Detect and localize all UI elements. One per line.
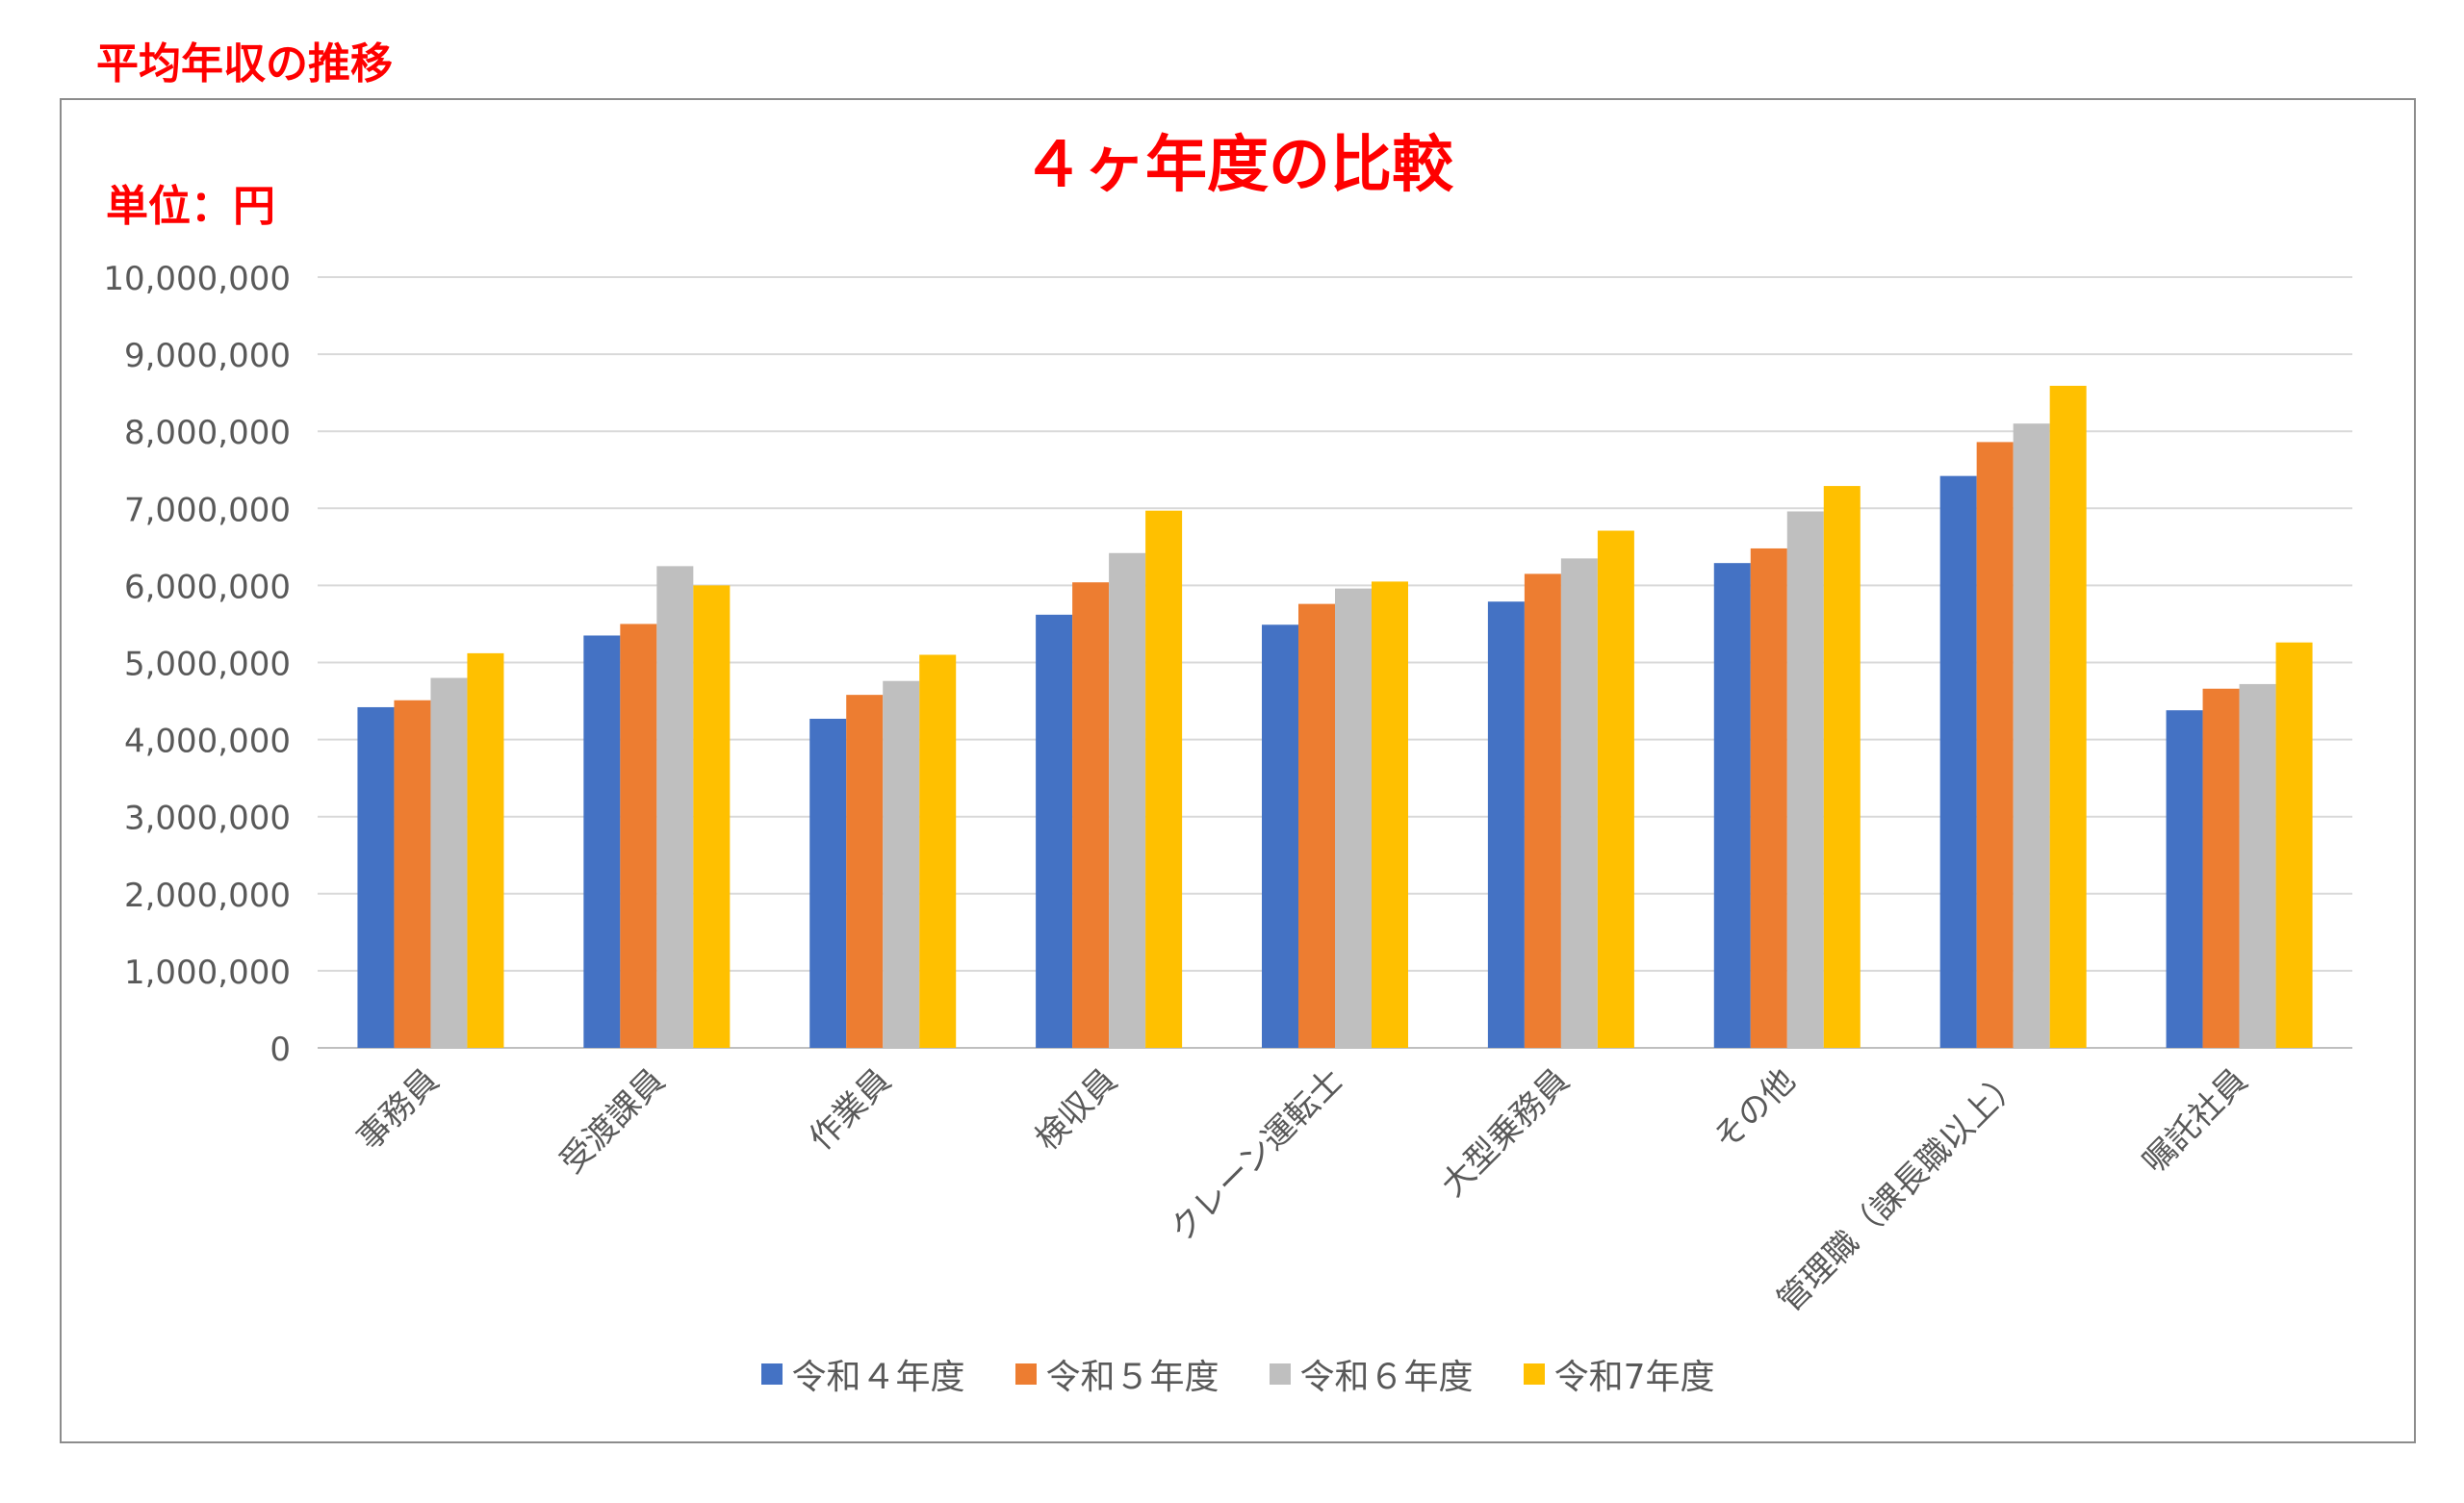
y-tick-label: 6,000,000 <box>124 568 291 606</box>
bar <box>1335 588 1372 1048</box>
bar <box>2239 683 2276 1048</box>
bar <box>846 695 884 1048</box>
bar <box>583 635 621 1048</box>
x-tick-label: 事務員 <box>349 1061 446 1158</box>
legend-swatch <box>1523 1363 1545 1385</box>
legend-label: 令和５年度 <box>1045 1358 1219 1397</box>
legend-label: 令和7年度 <box>1553 1358 1715 1397</box>
bar <box>1487 601 1525 1048</box>
legend-item: 令和６年度 <box>1269 1349 1474 1399</box>
bar <box>620 624 657 1048</box>
y-tick-label: 8,000,000 <box>124 414 291 452</box>
bar <box>1560 558 1598 1048</box>
bar <box>2013 423 2050 1048</box>
page-heading: 平均年収の推移 <box>96 39 393 89</box>
chart-title: ４ヶ年度の比較 <box>1022 130 1453 201</box>
legend-item: 令和５年度 <box>1014 1349 1219 1399</box>
bar-chart: 10,000,000 9,000,000 8,000,000 7,000,000 6,0… <box>103 260 2352 1320</box>
bar <box>1597 530 1634 1048</box>
bar <box>1524 573 1561 1048</box>
bar <box>1750 548 1787 1048</box>
y-tick-label: 9,000,000 <box>124 337 291 375</box>
bar <box>2049 385 2087 1048</box>
bar <box>919 654 957 1048</box>
chart-frame: ４ヶ年度の比較 単位：円 10,000,000 9,000,000 8,000,00… <box>60 98 2416 1443</box>
x-tick-label: クレーン運転士 <box>1163 1061 1350 1249</box>
legend-item: 令和４年度 <box>760 1349 965 1399</box>
bar <box>883 680 920 1048</box>
bar <box>1109 552 1146 1048</box>
legend-label: 令和４年度 <box>791 1358 965 1397</box>
bar <box>1298 603 1335 1048</box>
y-tick-label: 7,000,000 <box>124 491 291 529</box>
bar <box>2166 710 2203 1048</box>
x-tick-label: 管理職（課長職以上） <box>1770 1061 2029 1320</box>
bar <box>656 566 694 1048</box>
legend-swatch <box>1014 1363 1037 1385</box>
bar <box>693 585 731 1048</box>
bar <box>1939 475 1977 1049</box>
x-tick-label: 大型乗務員 <box>1434 1061 1577 1204</box>
bar <box>357 706 395 1048</box>
legend-label: 令和６年度 <box>1299 1358 1474 1397</box>
y-tick-label: 5,000,000 <box>124 646 291 684</box>
y-tick-label: 10,000,000 <box>103 260 291 298</box>
x-tick-label: その他 <box>1707 1061 1803 1158</box>
x-tick-label: 受渡課員 <box>552 1061 672 1181</box>
x-tick-label: 検収員 <box>1028 1061 1124 1158</box>
bar <box>1976 442 2014 1048</box>
bar <box>1713 563 1751 1048</box>
unit-label: 単位：円 <box>106 182 275 231</box>
legend-swatch <box>1269 1363 1291 1385</box>
y-tick-label: 4,000,000 <box>124 723 291 761</box>
chart-legend: 令和４年度 令和５年度 令和６年度 令和7年度 <box>62 1349 2414 1399</box>
bar <box>1372 581 1408 1048</box>
bar <box>467 652 504 1048</box>
bar <box>430 677 468 1048</box>
legend-item: 令和7年度 <box>1523 1349 1715 1399</box>
bar <box>1262 624 1298 1048</box>
bar <box>1036 614 1073 1048</box>
bar <box>1786 511 1824 1048</box>
bar <box>1072 582 1110 1048</box>
bar <box>1145 510 1183 1048</box>
bar <box>2275 642 2313 1048</box>
bar <box>1823 486 1861 1048</box>
bar <box>809 718 847 1048</box>
bar <box>2202 688 2240 1048</box>
y-tick-label: 3,000,000 <box>124 800 291 838</box>
y-tick-label: 1,000,000 <box>124 954 291 992</box>
legend-swatch <box>760 1363 783 1385</box>
x-tick-label: 嘱託社員 <box>2135 1061 2254 1181</box>
bar <box>394 700 431 1048</box>
x-tick-label: 作業員 <box>802 1061 898 1158</box>
y-tick-label: 2,000,000 <box>124 877 291 915</box>
y-tick-label: 0 <box>270 1031 291 1069</box>
